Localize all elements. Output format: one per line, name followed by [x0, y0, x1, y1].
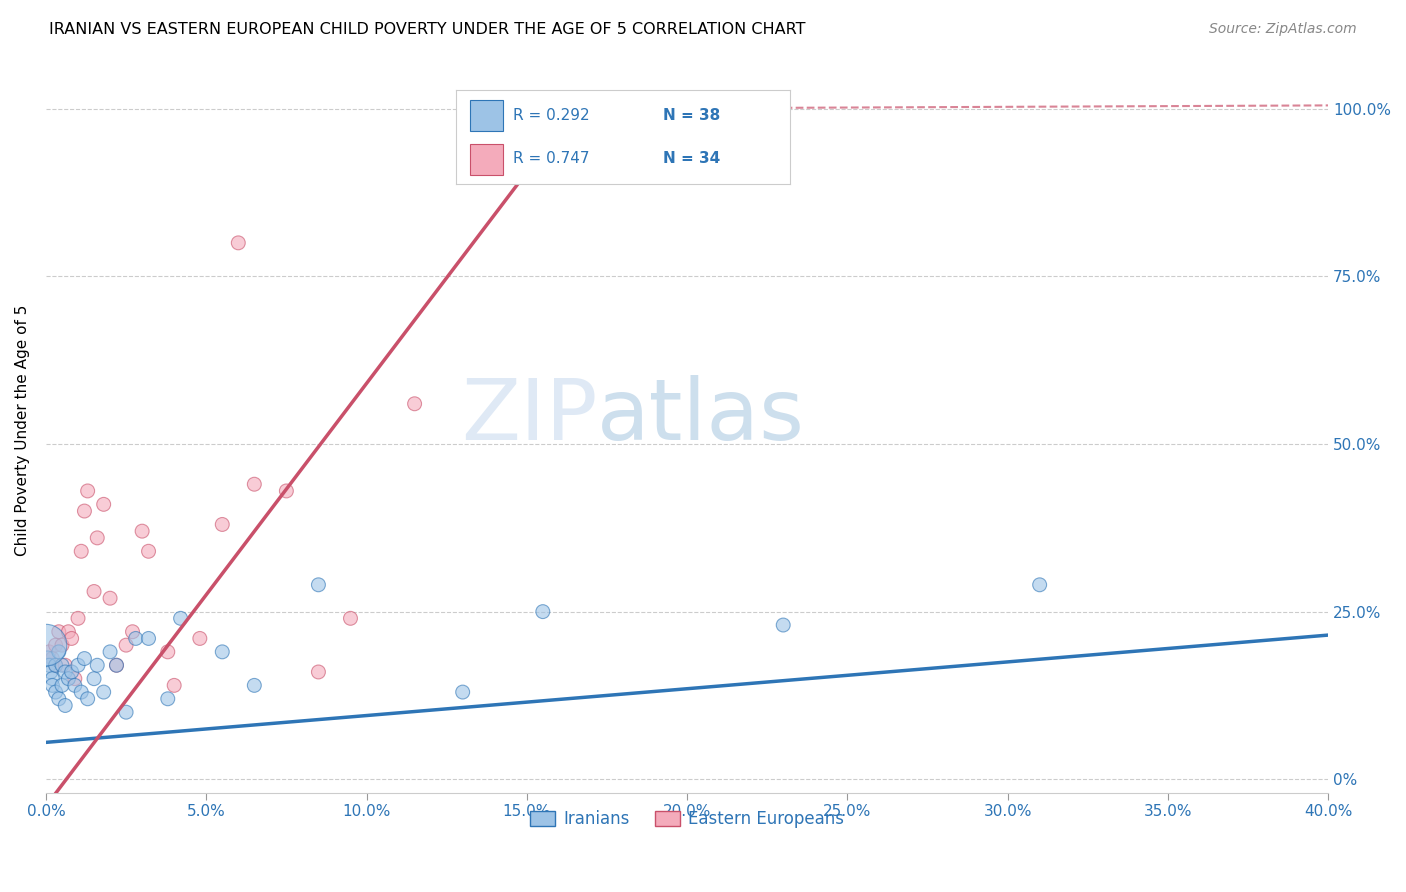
Point [66, 611, 89, 625]
Point [1028, 578, 1050, 592]
Point [138, 632, 160, 646]
Point [115, 638, 138, 652]
Point [38, 645, 60, 659]
Point [60, 665, 83, 679]
Point [37, 651, 59, 665]
Point [772, 618, 794, 632]
Point [53, 698, 76, 713]
Point [51, 678, 73, 692]
Point [73, 651, 96, 665]
Point [83, 672, 105, 686]
Point [307, 578, 329, 592]
Y-axis label: Child Poverty Under the Age of 5: Child Poverty Under the Age of 5 [15, 305, 30, 557]
Point [211, 645, 233, 659]
Point [60, 632, 83, 646]
Point [51, 658, 73, 673]
Point [121, 624, 143, 639]
Point [93, 685, 115, 699]
Text: ZIP: ZIP [461, 375, 598, 458]
Text: atlas: atlas [598, 375, 806, 458]
Point [163, 678, 186, 692]
Point [63, 678, 86, 692]
Point [564, 121, 586, 136]
Point [531, 605, 554, 619]
Point [105, 658, 128, 673]
Point [169, 611, 191, 625]
Point [131, 524, 153, 538]
Point [188, 632, 211, 646]
Point [66, 658, 89, 673]
Point [115, 705, 138, 719]
Legend: Iranians, Eastern Europeans: Iranians, Eastern Europeans [523, 804, 851, 835]
Point [86, 531, 108, 545]
Point [86, 658, 108, 673]
Point [58, 624, 80, 639]
Point [243, 477, 266, 491]
Point [98, 591, 121, 606]
Point [41, 678, 63, 692]
Text: IRANIAN VS EASTERN EUROPEAN CHILD POVERTY UNDER THE AGE OF 5 CORRELATION CHART: IRANIAN VS EASTERN EUROPEAN CHILD POVERT… [49, 22, 806, 37]
Point [63, 672, 86, 686]
Point [307, 665, 329, 679]
Point [45, 638, 67, 652]
Point [41, 672, 63, 686]
Point [39, 665, 62, 679]
Point [404, 397, 426, 411]
Point [76, 483, 98, 498]
Point [339, 611, 361, 625]
Point [98, 645, 121, 659]
Point [58, 672, 80, 686]
Point [105, 658, 128, 673]
Point [226, 235, 249, 250]
Point [45, 658, 67, 673]
Point [451, 685, 474, 699]
Point [45, 658, 67, 673]
Point [276, 483, 298, 498]
Point [76, 691, 98, 706]
Point [38, 658, 60, 673]
Point [211, 517, 233, 532]
Point [83, 584, 105, 599]
Point [45, 685, 67, 699]
Point [48, 691, 70, 706]
Point [53, 665, 76, 679]
Point [70, 685, 93, 699]
Point [53, 658, 76, 673]
Point [73, 504, 96, 518]
Point [156, 645, 179, 659]
Point [138, 544, 160, 558]
Point [35, 638, 58, 652]
Point [41, 651, 63, 665]
Point [243, 678, 266, 692]
Point [48, 645, 70, 659]
Text: Source: ZipAtlas.com: Source: ZipAtlas.com [1209, 22, 1357, 37]
Point [48, 624, 70, 639]
Point [70, 544, 93, 558]
Point [93, 497, 115, 511]
Point [156, 691, 179, 706]
Point [125, 632, 148, 646]
Point [51, 638, 73, 652]
